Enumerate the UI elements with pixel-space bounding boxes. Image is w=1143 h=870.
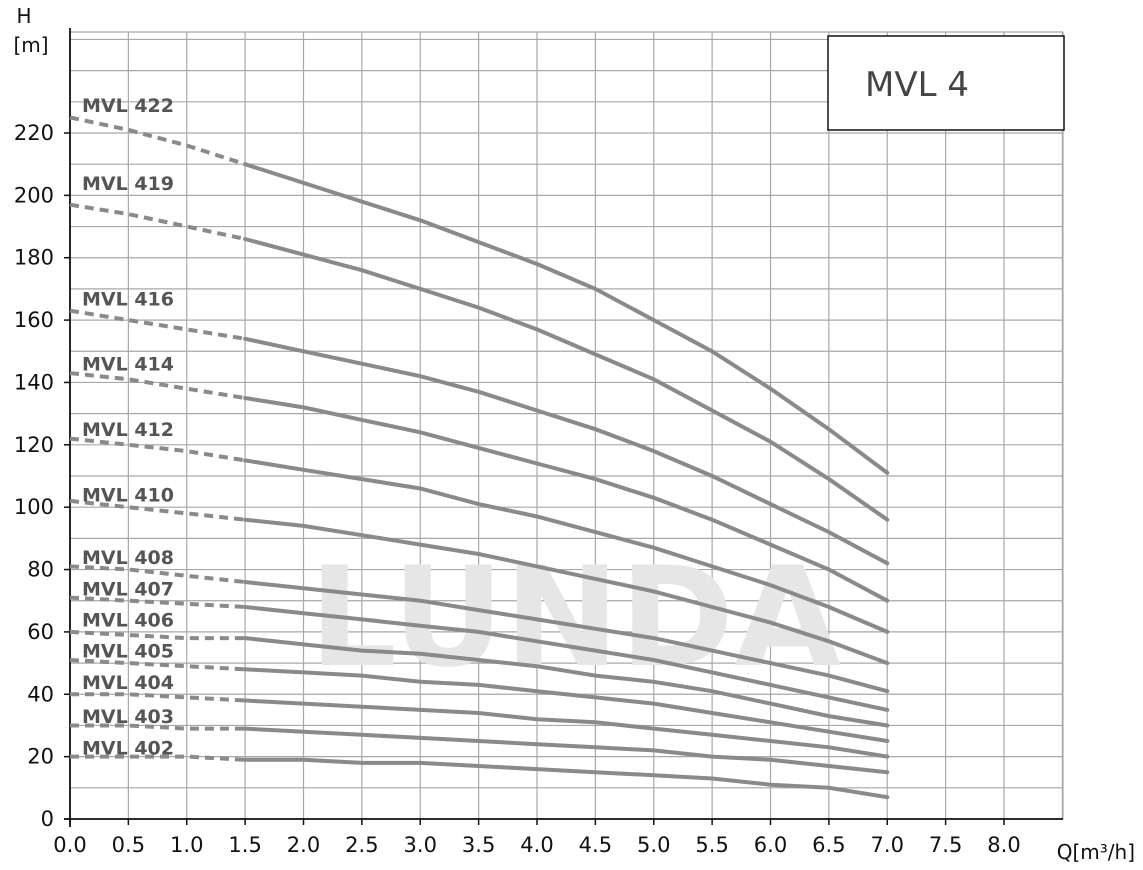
series-line-dashed [69, 371, 246, 400]
series-labels: MVL 422 MVL 419 MVL 416 MVL 414 MVL 412 MVL 4… [82, 95, 174, 759]
x-tick-label: 0.0 [53, 833, 86, 857]
y-tick-label: 20 [27, 745, 54, 769]
series-line [243, 726, 890, 775]
series-line-dashed [69, 308, 246, 341]
y-axis-title: H [16, 4, 31, 28]
x-tick-label: 4.5 [579, 833, 612, 857]
series-label: MVL 406 [82, 609, 174, 631]
series-label: MVL 405 [82, 641, 174, 663]
x-tick-label: 5.0 [637, 833, 670, 857]
x-tick-label: 1.0 [170, 833, 203, 857]
y-tick-label: 180 [14, 246, 54, 270]
y-tick-label: 200 [14, 183, 54, 207]
series-line-dashed [69, 115, 246, 167]
series-line [243, 458, 890, 634]
x-tick-label: 4.0 [520, 833, 553, 857]
series-line-dashed [69, 629, 246, 641]
series-label: MVL 408 [82, 547, 174, 569]
series-line [243, 580, 890, 694]
y-tick-label: 40 [27, 682, 54, 706]
x-tick-label: 6.5 [812, 833, 845, 857]
x-tick-label: 5.5 [695, 833, 728, 857]
series-line [243, 336, 890, 566]
series-label: MVL 416 [82, 288, 174, 310]
series-line [243, 757, 890, 800]
x-tick-label: 3.5 [462, 833, 495, 857]
y-tick-label: 120 [14, 433, 54, 457]
y-axis-unit: [m] [13, 33, 48, 57]
series-label: MVL 402 [82, 737, 174, 759]
chart-title: MVL 4 [865, 65, 969, 105]
y-tick-label: 160 [14, 308, 54, 332]
x-tick-label: 0.5 [112, 833, 145, 857]
series-label: MVL 404 [82, 672, 174, 694]
axes: 0 20 40 60 80 100 120 140 160 180 200 220 0.0 0.5 1.0 1… [14, 28, 1063, 857]
x-tick-label: 2.5 [345, 833, 378, 857]
series-label: MVL 412 [82, 419, 174, 441]
series-line [243, 162, 890, 475]
series-label: MVL 422 [82, 95, 174, 117]
y-tick-label: 140 [14, 370, 54, 394]
x-tick-label: 7.5 [929, 833, 962, 857]
y-tick-label: 100 [14, 495, 54, 519]
series-label: MVL 403 [82, 706, 174, 728]
title-box [827, 35, 1065, 131]
series-line-dashed [70, 692, 246, 703]
x-tick-label: 8.0 [987, 833, 1020, 857]
y-tick-label: 60 [27, 620, 54, 644]
series-line [243, 396, 890, 603]
series-label: MVL 414 [82, 354, 174, 376]
grid [69, 31, 1064, 820]
series-line [243, 698, 890, 759]
series-label: MVL 419 [82, 173, 174, 195]
y-tick-label: 0 [41, 807, 54, 831]
series-line [243, 517, 890, 666]
x-tick-label: 7.0 [871, 833, 904, 857]
series-line-dashed [69, 436, 246, 463]
series-line-dashed [69, 202, 246, 241]
x-tick-label: 1.5 [228, 833, 261, 857]
x-tick-label: 2.0 [287, 833, 320, 857]
series-line [243, 237, 890, 522]
x-axis-title: Q[m³/h] [1057, 840, 1135, 864]
series-label: MVL 407 [82, 578, 174, 600]
x-tick-label: 3.0 [404, 833, 437, 857]
series-line [243, 636, 890, 728]
series-label: MVL 410 [82, 485, 174, 507]
series-line [243, 667, 890, 743]
series-group [69, 115, 890, 800]
x-tick-label: 6.0 [754, 833, 787, 857]
y-tick-label: 80 [27, 558, 54, 582]
y-tick-label: 220 [14, 121, 54, 145]
series-line [243, 605, 890, 712]
